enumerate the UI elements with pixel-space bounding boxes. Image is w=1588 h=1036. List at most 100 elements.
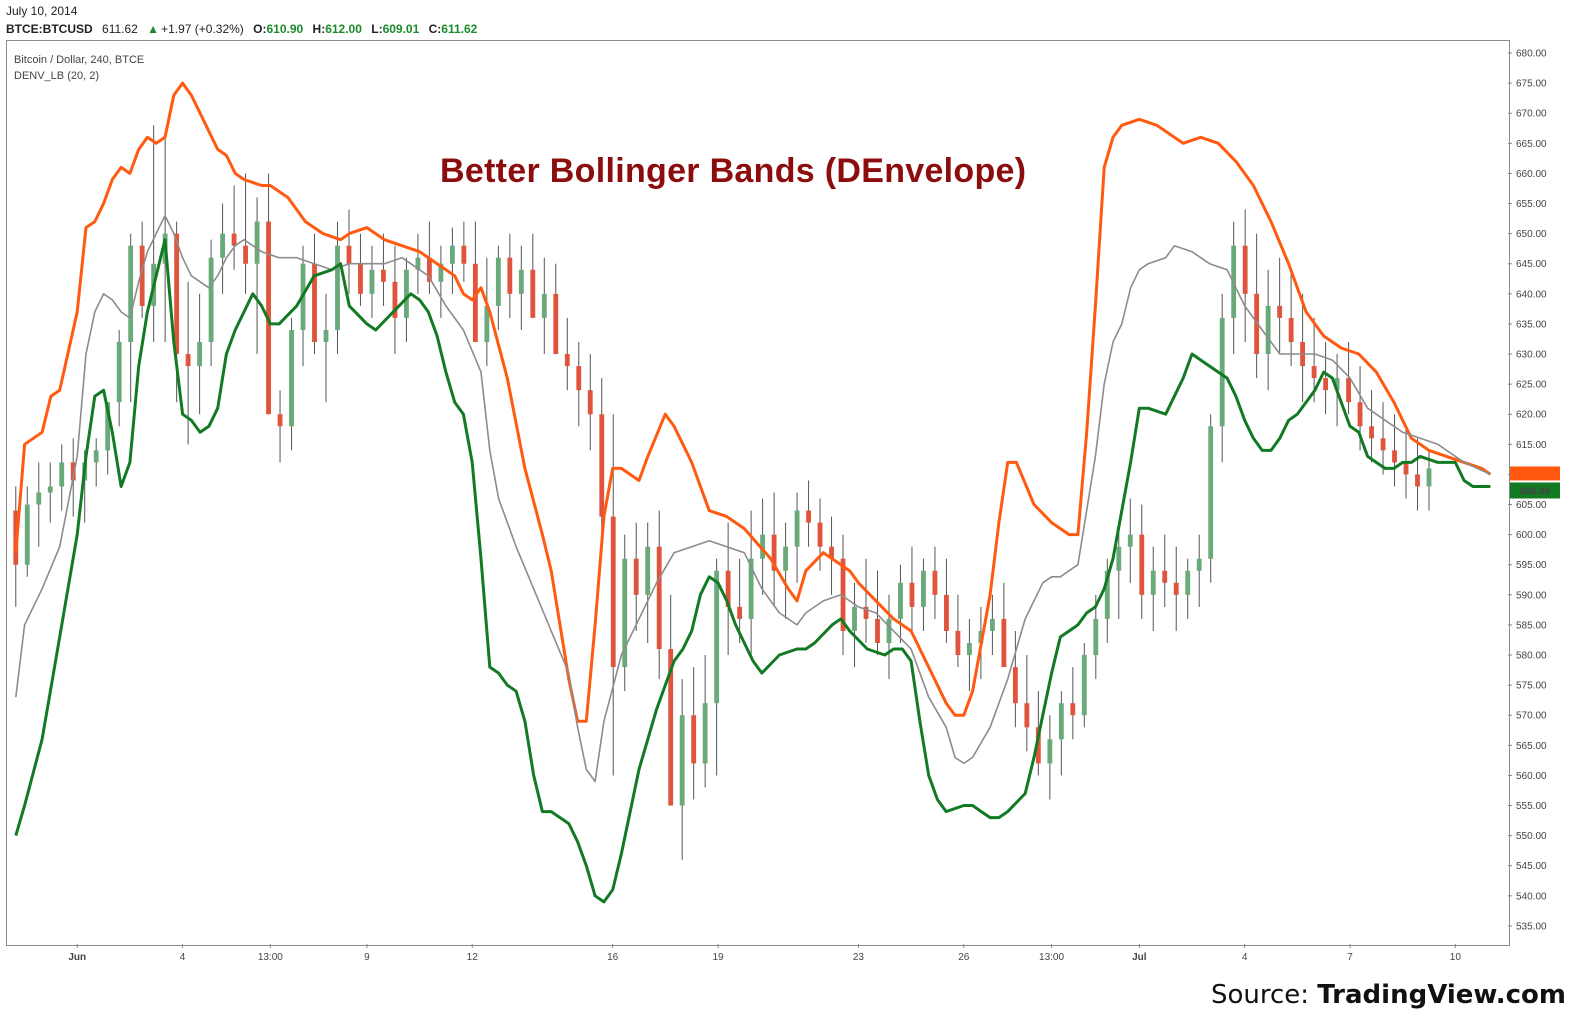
candle-up: [1093, 618, 1099, 656]
candle-down: [1346, 378, 1351, 403]
y-tick-label: 660.00: [1516, 169, 1547, 180]
price-tag-upper: [1510, 466, 1560, 481]
candle-down: [507, 257, 513, 294]
candle-down: [932, 570, 938, 595]
candle-up: [128, 245, 134, 342]
low-value: 609.01: [382, 22, 420, 36]
candle-down: [1254, 293, 1260, 355]
candle-down: [817, 522, 823, 547]
band-lower-line: [14, 238, 1491, 904]
candle-down: [691, 715, 697, 764]
candle-up: [783, 546, 788, 571]
candle-up: [1081, 655, 1087, 716]
y-tick-label: 655.00: [1516, 199, 1547, 210]
candle-down: [955, 630, 961, 656]
candle-up: [748, 558, 754, 619]
candle-up: [645, 546, 651, 595]
candle-down: [1392, 450, 1397, 463]
x-tick-label: 13:00: [1039, 952, 1064, 963]
candle-down: [1139, 534, 1145, 595]
candle-down: [610, 516, 616, 668]
y-tick-label: 650.00: [1516, 229, 1547, 240]
candle-down: [231, 233, 237, 246]
x-tick-label: 10: [1450, 952, 1462, 963]
x-tick-label: 9: [364, 952, 370, 963]
candle-up: [197, 342, 203, 367]
candle-up: [1219, 317, 1225, 427]
y-tick-label: 550.00: [1516, 831, 1547, 842]
x-tick-label: 23: [853, 952, 865, 963]
candle-up: [449, 245, 455, 264]
y-tick-label: 565.00: [1516, 741, 1547, 752]
candle-up: [254, 221, 260, 264]
candle-down: [70, 462, 76, 481]
y-tick-label: 595.00: [1516, 560, 1547, 571]
x-tick-label: 16: [607, 952, 619, 963]
candle-up: [989, 618, 995, 631]
legend-symbol: Bitcoin / Dollar, 240, BTCE: [14, 54, 145, 66]
candle-down: [358, 263, 363, 294]
quote-line: BTCE:BTCUSD 611.62 ▲ +1.97 (+0.32%) O:610…: [6, 22, 483, 36]
candle-down: [564, 354, 570, 367]
candle-down: [1173, 582, 1179, 595]
candle-up: [1208, 426, 1214, 559]
candle-up: [323, 329, 329, 342]
y-tick-label: 585.00: [1516, 620, 1547, 631]
candle-up: [116, 342, 122, 403]
candle-down: [243, 245, 248, 264]
candle-down: [806, 510, 811, 523]
candle-up: [495, 257, 501, 306]
last-price: 611.62: [102, 22, 138, 36]
y-tick-label: 675.00: [1516, 79, 1547, 90]
chart-panel[interactable]: [6, 40, 1510, 946]
candle-down: [1380, 438, 1386, 451]
candle-down: [174, 233, 180, 355]
price-tag-label: 608.69: [1520, 486, 1551, 497]
y-tick-label: 590.00: [1516, 590, 1547, 601]
candle-down: [875, 618, 880, 643]
y-tick-label: 665.00: [1516, 139, 1547, 150]
x-tick-label: Jul: [1132, 952, 1147, 963]
candle-up: [438, 263, 444, 282]
candle-up: [886, 618, 892, 643]
candle-up: [852, 606, 857, 631]
chart-title: Better Bollinger Bands (DEnvelope): [440, 152, 1027, 190]
y-tick-label: 620.00: [1516, 410, 1547, 421]
candle-down: [1162, 570, 1168, 583]
candle-down: [1323, 378, 1329, 391]
candle-up: [1150, 570, 1156, 595]
candle-up: [404, 269, 409, 318]
x-tick-label: 19: [712, 952, 724, 963]
change-arrow-icon: ▲: [147, 22, 160, 36]
candle-up: [335, 245, 340, 330]
candle-up: [714, 570, 720, 704]
y-tick-label: 670.00: [1516, 109, 1547, 120]
candle-up: [794, 510, 800, 547]
candle-up: [898, 582, 903, 619]
candle-up: [1116, 546, 1122, 571]
candle-down: [1001, 618, 1007, 668]
x-tick-label: 7: [1347, 952, 1353, 963]
chart-date: July 10, 2014: [6, 4, 78, 18]
high-value: 612.00: [325, 22, 362, 36]
candle-down: [185, 354, 191, 367]
candle-down: [829, 546, 834, 559]
x-tick-label: 26: [958, 952, 970, 963]
source-credit: Source: TradingView.com: [1211, 980, 1566, 1010]
candle-up: [518, 269, 524, 294]
symbol-label: BTCE:BTCUSD: [6, 22, 93, 36]
candle-down: [472, 263, 478, 342]
candle-up: [921, 570, 926, 607]
y-tick-label: 560.00: [1516, 771, 1547, 782]
candle-down: [840, 558, 846, 631]
candle-down: [1035, 727, 1041, 764]
candle-down: [863, 606, 869, 619]
candle-down: [346, 245, 352, 264]
candle-up: [1058, 703, 1064, 740]
candle-up: [105, 402, 111, 451]
y-tick-label: 540.00: [1516, 891, 1547, 902]
y-tick-label: 645.00: [1516, 259, 1547, 270]
candle-up: [36, 492, 42, 505]
candle-up: [1334, 378, 1340, 391]
